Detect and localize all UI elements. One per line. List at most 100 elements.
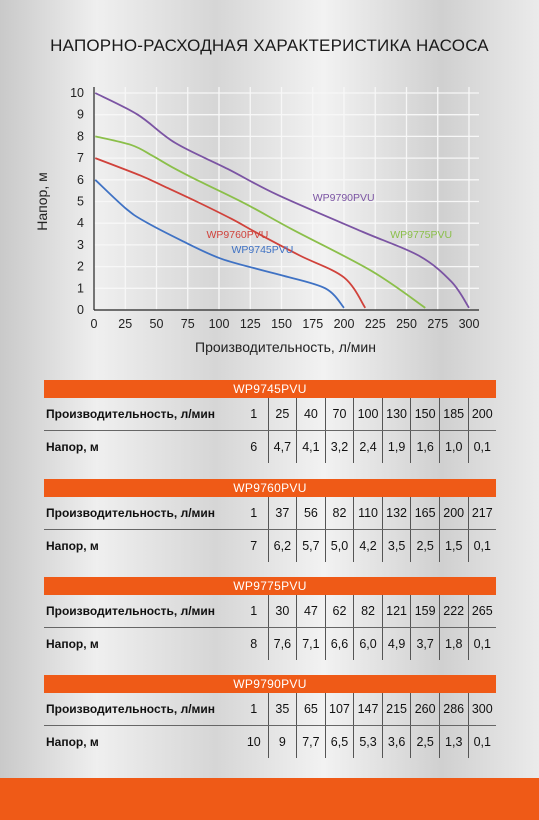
table-cell: 260 [410,693,439,725]
table-cell: 10 [246,735,261,749]
table-cell: 200 [438,497,468,529]
table-cell: 82 [324,497,354,529]
table-cell: 9 [267,726,297,758]
table-cell: 2,5 [410,530,439,562]
table-cell: 165 [410,497,439,529]
series-label-wp9760pvu: WP9760PVU [207,229,269,241]
table-cell: 300 [467,693,497,725]
table-cell: 1 [250,604,258,618]
table-header: WP9760PVU [44,479,496,497]
table-cell: 1 [250,702,258,716]
y-axis-label: Напор, м [34,172,50,230]
x-tick-label: 275 [427,317,448,331]
table-cell: 1,3 [438,726,468,758]
table-cell: 1 [250,506,258,520]
x-tick-label: 225 [365,317,386,331]
table-cell: 1 [250,407,258,421]
table-cell: 5,7 [296,530,325,562]
table-cell: 3,7 [410,628,439,660]
table-cell: 3,2 [324,431,354,463]
table-cell: 286 [438,693,468,725]
row-label: Напор, м [46,539,99,553]
x-tick-label: 100 [209,317,230,331]
x-tick-label: 175 [302,317,323,331]
series-line-wp9760pvu [94,157,367,309]
table-cell: 5,3 [353,726,382,758]
series-line-wp9790pvu [94,92,470,309]
x-tick-label: 125 [240,317,261,331]
table-cell: 159 [410,595,439,627]
y-tick-label: 6 [77,173,84,187]
table-cell: 7 [250,539,258,553]
head-row: Напор, м 10 9 7,7 6,5 5,3 3,6 2,5 1,3 0,1 [44,726,496,758]
table-cell: 47 [296,595,325,627]
table-cell: 4,1 [296,431,325,463]
x-tick-label: 50 [150,317,164,331]
series-label-wp9745pvu: WP9745PVU [232,244,294,256]
head-row: Напор, м 8 7,6 7,1 6,6 6,0 4,9 3,7 1,8 0,1 [44,628,496,660]
table-cell: 3,6 [381,726,411,758]
model-table: WP9760PVU Производительность, л/мин 1 37 56 8… [44,479,496,562]
table-cell: 65 [296,693,325,725]
y-tick-label: 9 [77,108,84,122]
table-cell: 56 [296,497,325,529]
y-tick-label: 8 [77,129,84,143]
table-cell: 4,9 [381,628,411,660]
table-cell: 0,1 [467,431,497,463]
pump-curve-chart: 0 25 50 75 100 125 150 175 200 225 250 275 300 0 1 2 3 4 5… [34,86,479,355]
x-tick-label: 75 [181,317,195,331]
table-cell: 215 [381,693,411,725]
table-cell: 1,6 [410,431,439,463]
head-row: Напор, м 6 4,7 4,1 3,2 2,4 1,9 1,6 1,0 0,1 [44,431,496,463]
x-tick-label: 150 [271,317,292,331]
table-cell: 37 [267,497,297,529]
x-tick-label: 0 [91,317,98,331]
footer-bar [0,778,539,820]
row-label: Напор, м [46,637,99,651]
table-cell: 70 [324,398,354,430]
flow-row: Производительность, л/мин 1 37 56 82 110 132 16… [44,497,496,530]
y-tick-label: 4 [77,216,84,230]
y-tick-label: 0 [77,303,84,317]
table-cell: 2,4 [353,431,382,463]
table-cell: 2,5 [410,726,439,758]
table-cell: 7,1 [296,628,325,660]
y-tick-label: 3 [77,238,84,252]
x-tick-label: 200 [334,317,355,331]
y-tick-label: 7 [77,151,84,165]
series-line-wp9775pvu [95,135,426,309]
table-cell: 150 [410,398,439,430]
row-label: Производительность, л/мин [46,604,216,618]
table-cell: 1,9 [381,431,411,463]
y-tick-label: 10 [70,86,84,100]
table-cell: 3,5 [381,530,411,562]
row-label: Напор, м [46,440,99,454]
flow-row: Производительность, л/мин 1 30 47 62 82 121 159… [44,595,496,628]
table-cell: 1,8 [438,628,468,660]
series-line-wp9745pvu [94,179,345,309]
table-cell: 200 [467,398,497,430]
table-cell: 121 [381,595,411,627]
table-cell: 1,0 [438,431,468,463]
table-header: WP9790PVU [44,675,496,693]
x-axis-label: Производительность, л/мин [195,339,376,355]
flow-row: Производительность, л/мин 1 35 65 107 147 215 2… [44,693,496,726]
model-table: WP9745PVU Производительность, л/мин 1 25 40 7… [44,380,496,463]
table-cell: 4,7 [267,431,297,463]
table-cell: 6,6 [324,628,354,660]
table-cell: 132 [381,497,411,529]
flow-row: Производительность, л/мин 1 25 40 70 100 130 15… [44,398,496,431]
y-tick-label: 2 [77,260,84,274]
row-label: Напор, м [46,735,99,749]
table-cell: 8 [250,637,258,651]
row-label: Производительность, л/мин [46,702,216,716]
table-cell: 147 [353,693,382,725]
table-cell: 35 [267,693,297,725]
model-table: WP9790PVU Производительность, л/мин 1 35 65 1… [44,675,496,758]
table-cell: 6,2 [267,530,297,562]
table-cell: 7,7 [296,726,325,758]
table-cell: 82 [353,595,382,627]
table-cell: 7,6 [267,628,297,660]
table-cell: 40 [296,398,325,430]
x-tick-label: 25 [118,317,132,331]
